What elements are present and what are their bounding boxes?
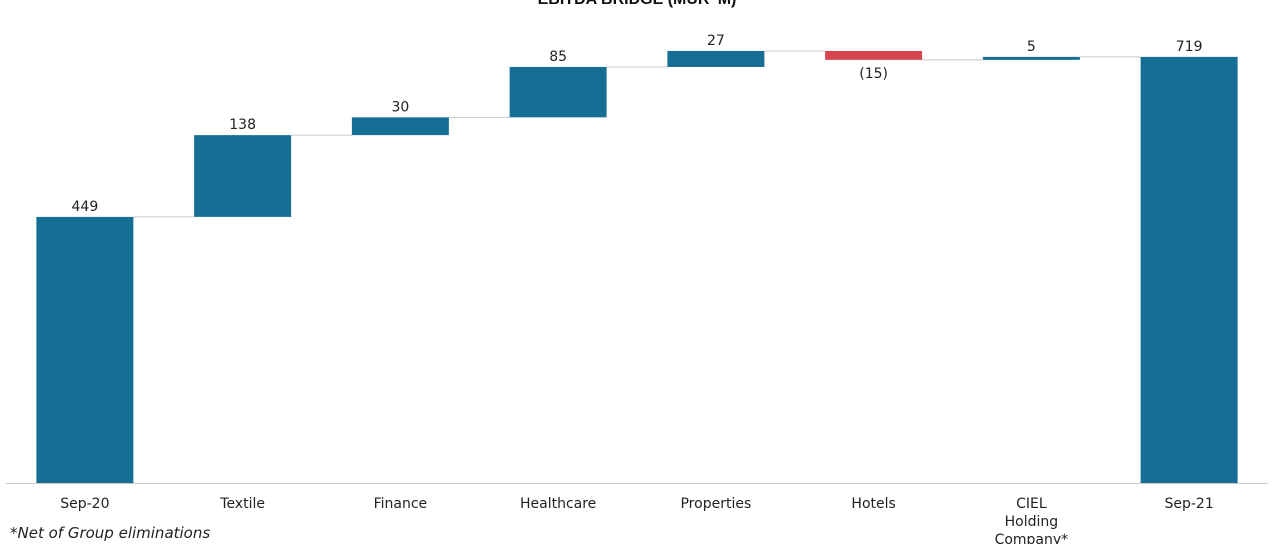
x-tick-label-ciel-holding-company: CIEL Holding Company* xyxy=(995,496,1069,544)
bar-hotels xyxy=(825,50,923,60)
footnote: *Net of Group eliminations xyxy=(10,524,211,542)
data-label-ciel-holding-company: 5 xyxy=(1027,39,1036,55)
data-label-properties: 27 xyxy=(707,33,725,49)
x-tick-label-properties: Properties xyxy=(680,496,751,512)
data-label-textile: 138 xyxy=(229,117,256,133)
bar-finance xyxy=(351,117,449,136)
data-label-sep-20: 449 xyxy=(72,199,99,215)
x-tick-label-hotels: Hotels xyxy=(851,496,895,512)
bar-healthcare xyxy=(509,66,607,118)
data-label-sep-21: 719 xyxy=(1176,39,1203,55)
bar-sep-20 xyxy=(36,216,134,484)
x-tick-label-textile: Textile xyxy=(219,496,265,512)
x-tick-label-finance: Finance xyxy=(374,496,428,512)
bar-ciel-holding-company xyxy=(982,56,1080,60)
data-label-hotels: (15) xyxy=(859,66,888,82)
data-label-healthcare: 85 xyxy=(549,49,567,65)
bar-textile xyxy=(194,135,292,217)
chart-title: EBITDA BRIDGE (MUR 'M) xyxy=(0,0,1274,9)
x-tick-label-healthcare: Healthcare xyxy=(520,496,596,512)
bar-properties xyxy=(667,50,765,67)
x-tick-label-sep-21: Sep-21 xyxy=(1164,496,1213,512)
x-tick-label-sep-20: Sep-20 xyxy=(60,496,109,512)
bar-sep-21 xyxy=(1140,56,1238,483)
data-label-finance: 30 xyxy=(391,99,409,115)
